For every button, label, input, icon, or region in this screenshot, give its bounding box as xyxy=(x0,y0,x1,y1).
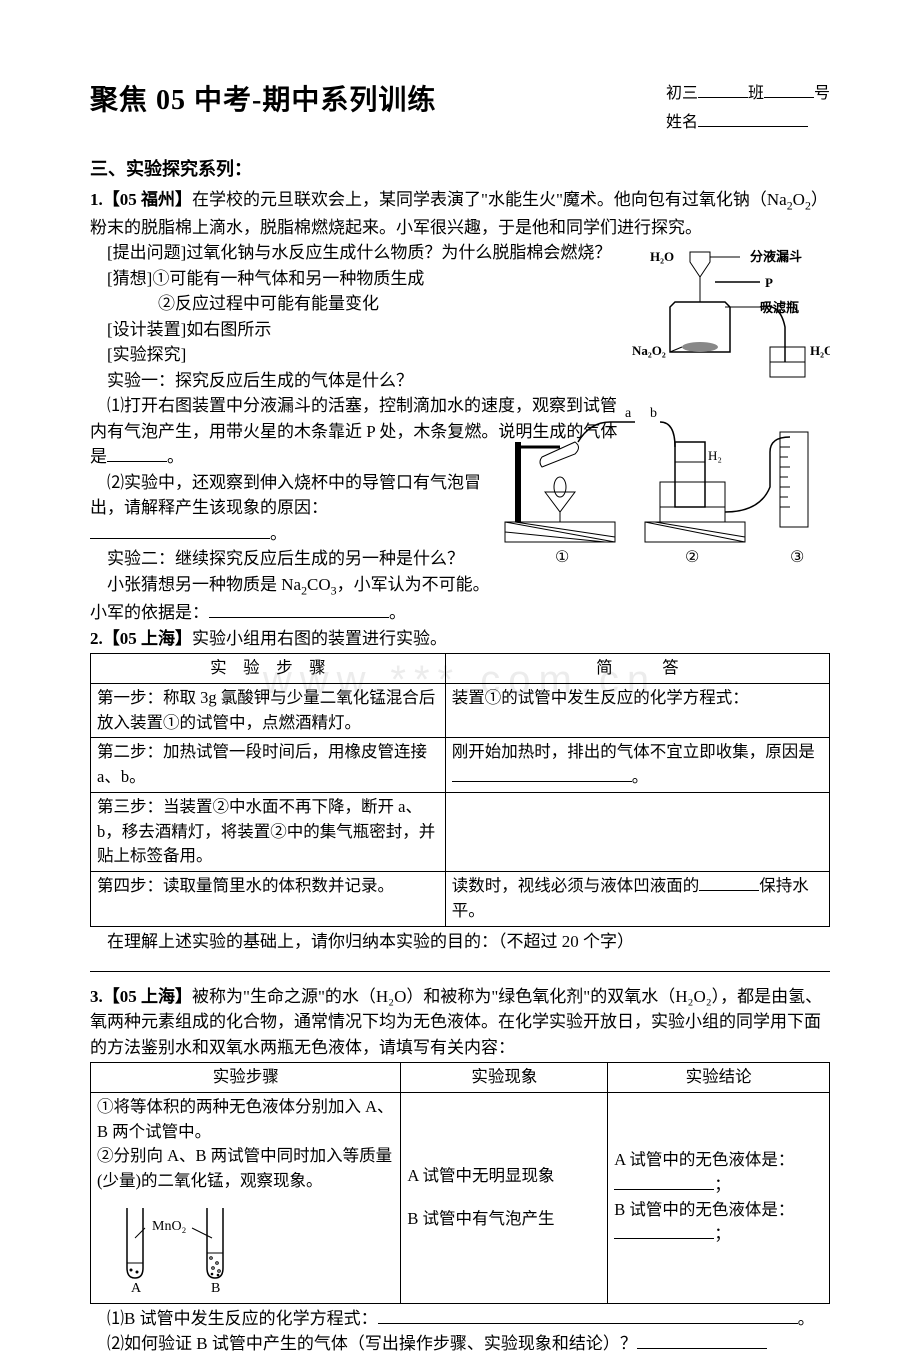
q2-r2-blank xyxy=(452,766,632,783)
q3-sub1-text: ⑴B 试管中发生反应的化学方程式： xyxy=(107,1309,378,1328)
q2-r2-right-b: 。 xyxy=(632,767,649,786)
q1-exp1-step2-text: ⑵实验中，还观察到伸入烧杯中的导管口有气泡冒出，请解释产生该现象的原因： xyxy=(90,473,481,518)
table-row: 第二步：加热试管一段时间后，用橡皮管连接 a、b。 刚开始加热时，排出的气体不宜… xyxy=(91,738,830,793)
q1-exp2-b: CO xyxy=(307,575,331,594)
q2-r2-left: 第二步：加热试管一段时间后，用橡皮管连接 a、b。 xyxy=(91,738,446,793)
q1-question-text: 过氧化钠与水反应生成什么物质？为什么脱脂棉会燃烧？ xyxy=(186,243,611,262)
q3-sub2: ⑵如何验证 B 试管中产生的气体（写出操作步骤、实验现象和结论）？ xyxy=(90,1331,830,1357)
name-blank xyxy=(698,111,808,127)
fig2-circle-3: ③ xyxy=(790,549,804,566)
q3-th-1: 实验步骤 xyxy=(91,1063,401,1093)
student-info-block: 初三 班 号 姓名 xyxy=(666,80,830,138)
q1-intro-b: O xyxy=(793,190,805,209)
q3-concl-cell: A 试管中的无色液体是： ； B 试管中的无色液体是： ； xyxy=(608,1092,830,1303)
q1-design-text: 如右图所示 xyxy=(186,320,271,339)
fig1-h2o-right-label: H₂O xyxy=(810,343,830,358)
q2-r4-right-a: 读数时，视线必须与液体凹液面的 xyxy=(452,876,700,895)
table-row: ①将等体积的两种无色液体分别加入 A、B 两个试管中。 ②分别向 A、B 两试管… xyxy=(91,1092,830,1303)
fig2-h2-label: H₂ xyxy=(708,448,722,463)
q1-intro: 1.【05 福州】在学校的元旦联欢会上，某同学表演了"水能生火"魔术。他向包有过… xyxy=(90,187,830,241)
q1-blank-2 xyxy=(90,522,270,539)
q1-blank-3 xyxy=(209,601,389,618)
section-heading: 三、实验探究系列： xyxy=(90,156,830,183)
class-label: 班 xyxy=(748,85,764,102)
q1-guess-label: [猜想] xyxy=(107,269,152,288)
q3-table: 实验步骤 实验现象 实验结论 ①将等体积的两种无色液体分别加入 A、B 两个试管… xyxy=(90,1062,830,1304)
q3-sub1-blank xyxy=(378,1307,798,1324)
page-title: 聚焦 05 中考-期中系列训练 xyxy=(90,80,436,122)
q3-sub1: ⑴B 试管中发生反应的化学方程式：。 xyxy=(90,1306,830,1332)
q2-intro: 2.【05 上海】实验小组用右图的装置进行实验。 xyxy=(90,626,830,652)
q3-intro: 3.【05 上海】被称为"生命之源"的水（H₂O）和被称为"绿色氧化剂"的双氧水… xyxy=(90,984,830,1061)
q2-r3-left: 第三步：当装置②中水面不再下降，断开 a、b，移去酒精灯，将装置②中的集气瓶密封… xyxy=(91,792,446,871)
table-row: 第四步：读取量筒里水的体积数并记录。 读数时，视线必须与液体凹液面的保持水平。 xyxy=(91,872,830,927)
q3-phenom-a: A 试管中无明显现象 xyxy=(407,1164,601,1189)
page-header: 聚焦 05 中考-期中系列训练 初三 班 号 姓名 xyxy=(90,80,830,138)
table-row: 第三步：当装置②中水面不再下降，断开 a、b，移去酒精灯，将装置②中的集气瓶密封… xyxy=(91,792,830,871)
q3-step-cell: ①将等体积的两种无色液体分别加入 A、B 两个试管中。 ②分别向 A、B 两试管… xyxy=(91,1092,401,1303)
q2-conclusion: 在理解上述实验的基础上，请你归纳本实验的目的：（不超过 20 个字） xyxy=(90,929,830,955)
q3-step2: ②分别向 A、B 两试管中同时加入等质量(少量)的二氧化锰，观察现象。 xyxy=(97,1144,394,1194)
q2-th-left: 实 验 步 骤 xyxy=(91,654,446,684)
fig2-a-label: a xyxy=(625,406,632,421)
fig2-circle-1: ① xyxy=(555,549,569,566)
q2-r2-right: 刚开始加热时，排出的气体不宜立即收集，原因是。 xyxy=(445,738,829,793)
number-blank xyxy=(764,82,814,98)
fig1-na2o2-label: Na₂O₂ xyxy=(632,343,666,358)
q3-tag: 3.【05 上海】 xyxy=(90,987,192,1006)
q2-conclusion-blank xyxy=(90,955,830,972)
q3-intro-text: 被称为"生命之源"的水（H₂O）和被称为"绿色氧化剂"的双氧水（H₂O₂），都是… xyxy=(90,987,822,1057)
q2-r4-left: 第四步：读取量筒里水的体积数并记录。 xyxy=(91,872,446,927)
q1-tag: 1.【05 福州】 xyxy=(90,190,192,209)
q1-guess1-text: ①可能有一种气体和另一种物质生成 xyxy=(152,269,424,288)
q3-th-3: 实验结论 xyxy=(608,1063,830,1093)
content-body: H₂O 分液漏斗 P 吸滤瓶 Na₂O₂ H₂O a b xyxy=(90,187,830,1357)
q2-th-right: 简 答 xyxy=(445,654,829,684)
q3-sub2-blank xyxy=(637,1332,767,1349)
q3-sub2-text: ⑵如何验证 B 试管中产生的气体（写出操作步骤、实验现象和结论）？ xyxy=(107,1334,637,1353)
class-blank xyxy=(698,82,748,98)
q2-intro-text: 实验小组用右图的装置进行实验。 xyxy=(192,629,447,648)
fig1-h2o-label: H₂O xyxy=(650,249,674,264)
q2-r4-right: 读数时，视线必须与液体凹液面的保持水平。 xyxy=(445,872,829,927)
q3-concl-a: A 试管中的无色液体是： xyxy=(614,1148,823,1173)
q3-concl-b-blank xyxy=(614,1223,714,1240)
number-label: 号 xyxy=(814,85,830,102)
q3-phenom-b: B 试管中有气泡产生 xyxy=(407,1207,601,1232)
q3-tubes-diagram: MnO₂ A B xyxy=(117,1198,267,1293)
q2-r4-blank xyxy=(699,875,759,892)
fig1-p-label: P xyxy=(765,275,773,290)
q2-table: 实 验 步 骤 简 答 第一步：称取 3g 氯酸钾与少量二氧化锰混合后放入装置①… xyxy=(90,653,830,927)
grade-label: 初三 xyxy=(666,85,698,102)
q3-tube-a: A xyxy=(131,1281,142,1293)
figure-2-apparatus: a b H₂ ① ② ③ xyxy=(500,402,830,567)
q3-phenom-cell: A 试管中无明显现象 B 试管中有气泡产生 xyxy=(401,1092,608,1303)
q2-r2-right-a: 刚开始加热时，排出的气体不宜立即收集，原因是 xyxy=(452,742,815,761)
q2-tag: 2.【05 上海】 xyxy=(90,629,192,648)
q3-concl-a-blank xyxy=(614,1173,714,1190)
q2-r1-left: 第一步：称取 3g 氯酸钾与少量二氧化锰混合后放入装置①的试管中，点燃酒精灯。 xyxy=(91,683,446,738)
q3-tube-b: B xyxy=(211,1281,220,1293)
q1-design-label: [设计装置] xyxy=(107,320,186,339)
q3-mno2-label: MnO₂ xyxy=(152,1219,187,1234)
fig1-funnel-label: 分液漏斗 xyxy=(750,249,802,264)
q1-question-label: [提出问题] xyxy=(107,243,186,262)
fig2-b-label: b xyxy=(650,406,657,421)
q1-exp2-a: 小张猜想另一种物质是 Na xyxy=(107,575,301,594)
q1-exp2-line1: 小张猜想另一种物质是 Na2CO3，小军认为不可能。小军的依据是：。 xyxy=(90,572,830,626)
q2-r1-right: 装置①的试管中发生反应的化学方程式： xyxy=(445,683,829,738)
q3-th-2: 实验现象 xyxy=(401,1063,608,1093)
table-row: 第一步：称取 3g 氯酸钾与少量二氧化锰混合后放入装置①的试管中，点燃酒精灯。 … xyxy=(91,683,830,738)
q1-blank-1 xyxy=(107,445,167,462)
fig2-circle-2: ② xyxy=(685,549,699,566)
q3-concl-b: B 试管中的无色液体是： xyxy=(614,1198,823,1223)
q2-r3-right xyxy=(445,792,829,871)
q1-intro-a: 在学校的元旦联欢会上，某同学表演了"水能生火"魔术。他向包有过氧化钠（Na xyxy=(192,190,787,209)
name-label: 姓名 xyxy=(666,114,698,131)
q3-step1: ①将等体积的两种无色液体分别加入 A、B 两个试管中。 xyxy=(97,1095,394,1145)
figure-1-apparatus: H₂O 分液漏斗 P 吸滤瓶 Na₂O₂ H₂O xyxy=(630,247,830,387)
